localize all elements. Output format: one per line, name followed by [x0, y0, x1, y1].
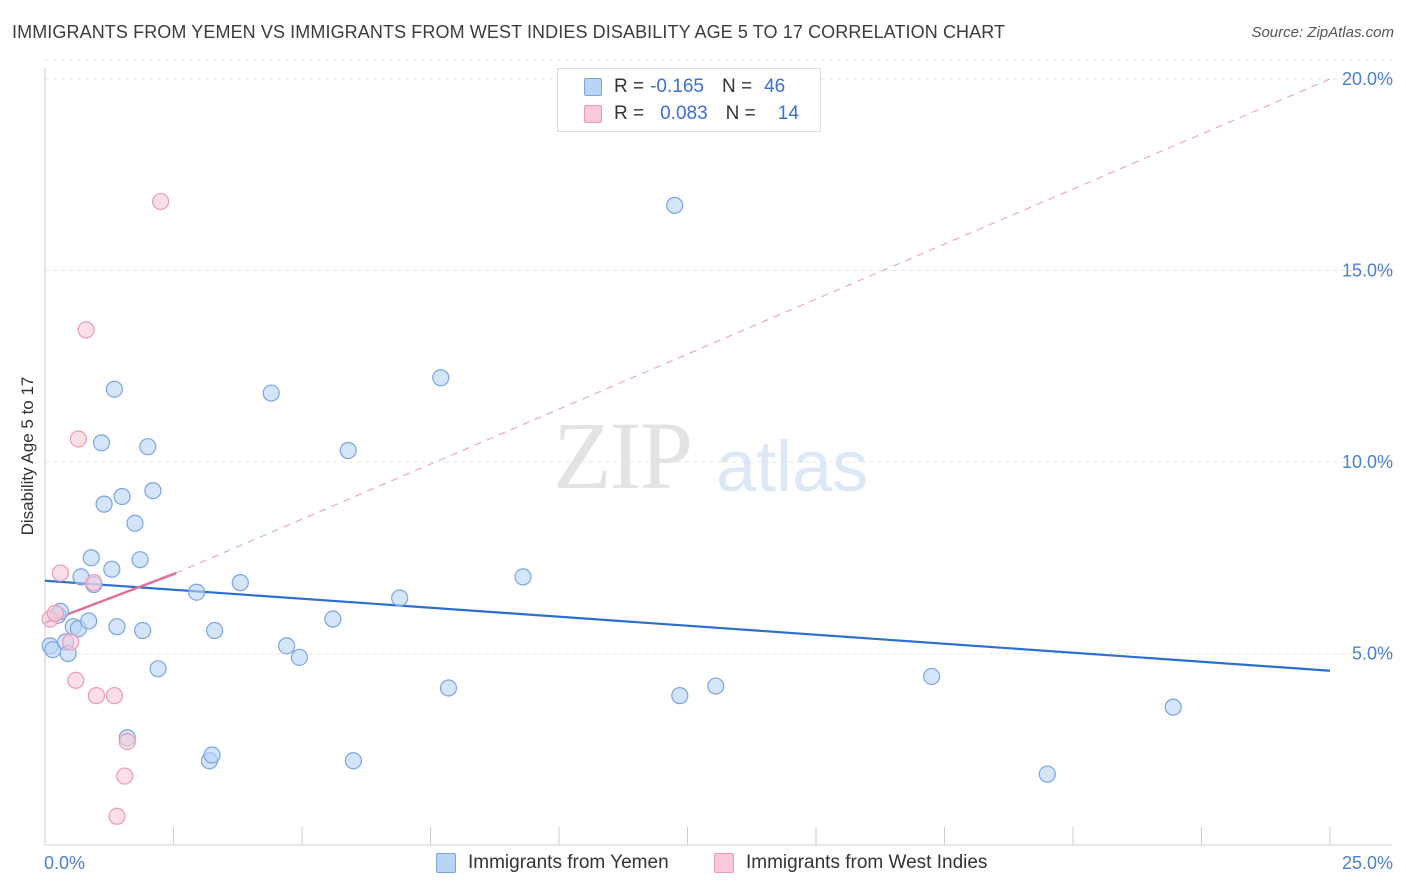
westindies-point	[152, 192, 170, 211]
legend-n-value: 46	[764, 76, 786, 97]
yemen-point	[95, 495, 113, 513]
yemen-point	[108, 618, 126, 636]
y-tick-label: 10.0%	[1342, 452, 1393, 472]
yemen-point	[391, 589, 409, 607]
source-label: Source: ZipAtlas.com	[1251, 24, 1394, 41]
y-tick-label: 5.0%	[1352, 644, 1393, 664]
yemen-point	[671, 687, 689, 705]
legend-swatch-yemen	[584, 78, 602, 96]
yemen-point	[514, 568, 532, 586]
yemen-point	[105, 380, 123, 398]
legend-row-yemen: R = -0.165 N = 46	[584, 75, 785, 99]
yemen-point	[80, 612, 98, 630]
series-legend-label: Immigrants from West Indies	[746, 852, 988, 873]
westindies-point	[116, 767, 134, 785]
yemen-point	[1164, 698, 1182, 716]
yemen-point	[134, 621, 152, 640]
legend-r-label: R =	[614, 103, 645, 124]
yemen-point	[324, 610, 342, 628]
yemen-point	[1038, 765, 1056, 783]
yemen-point	[206, 621, 224, 640]
yemen-point	[126, 514, 144, 532]
yemen-point	[290, 648, 309, 666]
yemen-point	[923, 667, 941, 686]
westindies-point	[108, 807, 126, 825]
yemen-point	[103, 560, 121, 578]
legend-row-westindies: R = 0.083 N = 14	[584, 102, 799, 126]
yemen-point	[231, 574, 249, 592]
y-tick-label: 15.0%	[1342, 261, 1393, 281]
chart-title: IMMIGRANTS FROM YEMEN VS IMMIGRANTS FROM…	[12, 22, 1006, 42]
yemen-point	[82, 549, 100, 567]
yemen-point	[131, 551, 149, 569]
yemen-point	[262, 384, 280, 402]
westindies-point	[62, 633, 80, 651]
yemen-point	[432, 369, 450, 387]
yemen-point	[203, 746, 221, 764]
legend-r-label: R =	[614, 76, 645, 97]
yemen-point	[339, 441, 357, 460]
legend-n-label: N =	[721, 76, 753, 97]
westindies-point	[118, 732, 136, 751]
yemen-point	[666, 196, 684, 214]
axes	[44, 68, 1392, 846]
westindies-point	[105, 687, 123, 705]
watermark-atlas: atlas	[716, 427, 869, 507]
yemen-point	[707, 677, 725, 695]
yemen-point	[144, 482, 162, 500]
y-tick-label: 20.0%	[1342, 69, 1393, 89]
westindies-point	[67, 671, 85, 689]
yemen-point	[149, 660, 167, 678]
yemen-point	[277, 637, 296, 655]
legend-r-value: 0.083	[660, 103, 708, 124]
yemen-point	[188, 583, 206, 601]
x-tick-label: 0.0%	[44, 853, 85, 873]
westindies-point	[85, 574, 103, 592]
axis-labels: 5.0% 10.0% 15.0% 20.0% 0.0% 25.0% Disability A…	[18, 69, 1393, 873]
series-legend-yemen: Immigrants from Yemen	[436, 852, 669, 874]
westindies-point	[77, 321, 95, 339]
legend-n-value: 14	[777, 103, 799, 124]
x-tick-label: 25.0%	[1342, 853, 1393, 873]
series-swatch-westindies	[714, 853, 734, 873]
yemen-point	[139, 438, 157, 456]
watermark-zip: ZIP	[553, 402, 693, 509]
series-swatch-yemen	[436, 853, 456, 873]
legend-n-label: N =	[725, 103, 756, 124]
legend-swatch-westindies	[584, 105, 602, 123]
series-legend-westindies: Immigrants from West Indies	[714, 852, 987, 874]
yemen-point	[439, 679, 458, 697]
yemen-point	[92, 434, 111, 452]
yemen-point	[113, 487, 131, 506]
correlation-legend: R = -0.165 N = 46 R = 0.083 N = 14	[557, 68, 821, 132]
westindies-point	[46, 604, 64, 622]
westindies-point	[69, 430, 88, 448]
legend-r-value: -0.165	[650, 76, 704, 97]
westindies-trend-extension	[175, 78, 1331, 574]
yemen-point	[344, 752, 362, 770]
westindies-point	[51, 564, 70, 582]
yemen-trend-line	[44, 579, 1331, 672]
gridlines	[45, 59, 1392, 654]
series-legend-label: Immigrants from Yemen	[468, 852, 669, 873]
y-axis-label: Disability Age 5 to 17	[18, 377, 37, 536]
westindies-point	[87, 687, 106, 705]
series-legend: Immigrants from Yemen Immigrants from We…	[0, 852, 1406, 878]
data-points	[41, 192, 1182, 825]
